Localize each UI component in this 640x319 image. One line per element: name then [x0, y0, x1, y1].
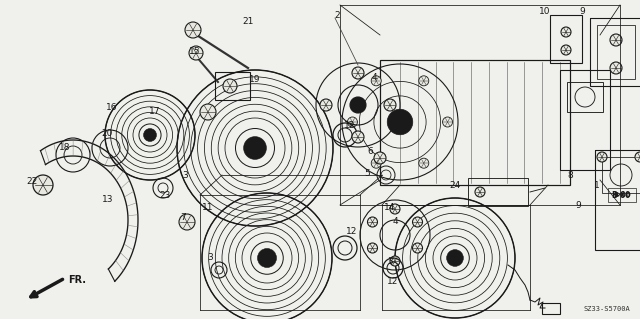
Circle shape [352, 67, 364, 79]
Bar [597, 25, 635, 79]
Circle shape [185, 22, 201, 38]
Text: 10: 10 [540, 8, 551, 17]
Text: 8: 8 [567, 170, 573, 180]
Circle shape [413, 243, 422, 253]
Bar [595, 150, 640, 250]
Circle shape [352, 131, 364, 143]
Bar [567, 82, 603, 112]
Text: 6: 6 [367, 147, 373, 157]
Text: 9: 9 [575, 201, 581, 210]
Text: 3: 3 [387, 257, 393, 266]
Text: 22: 22 [26, 177, 38, 187]
Text: 12: 12 [344, 121, 356, 130]
Circle shape [200, 104, 216, 120]
Circle shape [33, 175, 53, 195]
Circle shape [371, 76, 381, 86]
Text: 4: 4 [371, 73, 377, 83]
Text: 9: 9 [579, 8, 585, 17]
Circle shape [244, 137, 266, 160]
Text: 5: 5 [364, 168, 370, 177]
Bar [602, 157, 640, 193]
Circle shape [561, 45, 571, 55]
Text: 3: 3 [207, 254, 213, 263]
Text: 17: 17 [149, 108, 161, 116]
Circle shape [610, 34, 622, 46]
Circle shape [635, 152, 640, 162]
Circle shape [387, 109, 413, 135]
Text: 4: 4 [392, 218, 398, 226]
Bar [550, 15, 582, 63]
Circle shape [143, 129, 156, 141]
Circle shape [447, 250, 463, 266]
Circle shape [610, 62, 622, 74]
Circle shape [371, 158, 381, 168]
Text: 23: 23 [159, 190, 171, 199]
Circle shape [367, 243, 378, 253]
Circle shape [419, 158, 429, 168]
Text: 11: 11 [202, 204, 214, 212]
Text: 18: 18 [60, 144, 71, 152]
Circle shape [257, 249, 276, 268]
Circle shape [390, 204, 400, 214]
Bar [215, 72, 250, 100]
Circle shape [384, 99, 396, 111]
Text: 13: 13 [102, 196, 114, 204]
Text: 7: 7 [180, 213, 186, 222]
Circle shape [179, 214, 195, 230]
Text: 14: 14 [384, 204, 396, 212]
Text: 19: 19 [249, 76, 260, 85]
Circle shape [597, 152, 607, 162]
Circle shape [443, 117, 452, 127]
Text: 1: 1 [594, 181, 600, 189]
Circle shape [561, 27, 571, 37]
Text: B-60: B-60 [613, 192, 631, 198]
Circle shape [189, 46, 203, 60]
Circle shape [475, 187, 485, 197]
Text: 15: 15 [189, 48, 201, 56]
Circle shape [348, 117, 357, 127]
Text: SZ33-S5700A: SZ33-S5700A [583, 306, 630, 312]
Circle shape [223, 79, 237, 93]
Bar [560, 70, 610, 170]
Bar [468, 178, 528, 206]
Text: 24: 24 [449, 181, 461, 189]
Text: 12: 12 [387, 278, 399, 286]
Text: 20: 20 [101, 129, 113, 137]
Circle shape [367, 217, 378, 227]
Bar [590, 18, 640, 86]
Circle shape [390, 256, 400, 266]
Text: 16: 16 [106, 103, 118, 113]
Text: B-60: B-60 [611, 190, 630, 199]
Bar [608, 188, 636, 202]
Circle shape [374, 152, 386, 164]
Text: FR.: FR. [68, 275, 86, 285]
Text: 2: 2 [334, 11, 340, 19]
Circle shape [419, 76, 429, 86]
Text: 12: 12 [346, 227, 358, 236]
Circle shape [320, 99, 332, 111]
Text: 3: 3 [182, 170, 188, 180]
Circle shape [350, 97, 366, 113]
Circle shape [413, 217, 422, 227]
Bar [542, 303, 560, 314]
Text: 21: 21 [243, 18, 253, 26]
